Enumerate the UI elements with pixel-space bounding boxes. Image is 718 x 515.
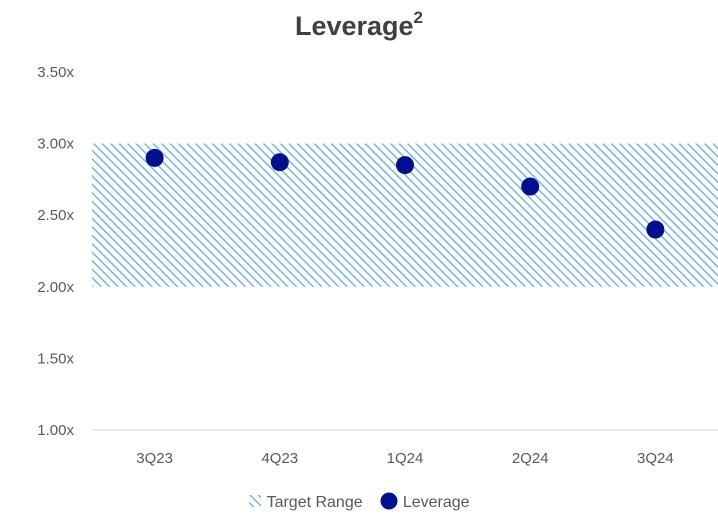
x-tick-label: 3Q23 bbox=[136, 450, 173, 467]
legend-leverage-label: Leverage bbox=[402, 494, 470, 511]
x-tick-label: 3Q24 bbox=[637, 450, 674, 467]
leverage-point bbox=[646, 220, 665, 239]
chart-title-text: Leverage bbox=[294, 11, 414, 41]
x-tick-label: 1Q24 bbox=[387, 450, 424, 467]
chart-legend: Target Range Leverage bbox=[0, 492, 718, 512]
y-tick-label: 1.50x bbox=[37, 350, 74, 367]
leverage-point bbox=[145, 148, 164, 167]
leverage-point bbox=[396, 156, 414, 175]
leverage-point bbox=[521, 177, 540, 196]
x-tick-label: 4Q23 bbox=[261, 450, 298, 467]
y-tick-label: 3.50x bbox=[37, 64, 74, 81]
legend-leverage-swatch bbox=[380, 492, 398, 510]
legend-target-range-swatch bbox=[249, 495, 262, 507]
x-tick-label: 2Q24 bbox=[512, 450, 549, 467]
y-tick-label: 1.00x bbox=[37, 422, 74, 439]
chart-title-superscript: 2 bbox=[413, 8, 424, 27]
y-tick-label: 2.00x bbox=[37, 279, 74, 296]
chart-title: Leverage2 bbox=[0, 8, 718, 42]
leverage-point bbox=[270, 153, 289, 172]
legend-target-range-label: Target Range bbox=[266, 494, 363, 511]
y-tick-label: 3.00x bbox=[37, 136, 74, 153]
y-tick-label: 2.50x bbox=[37, 207, 74, 224]
